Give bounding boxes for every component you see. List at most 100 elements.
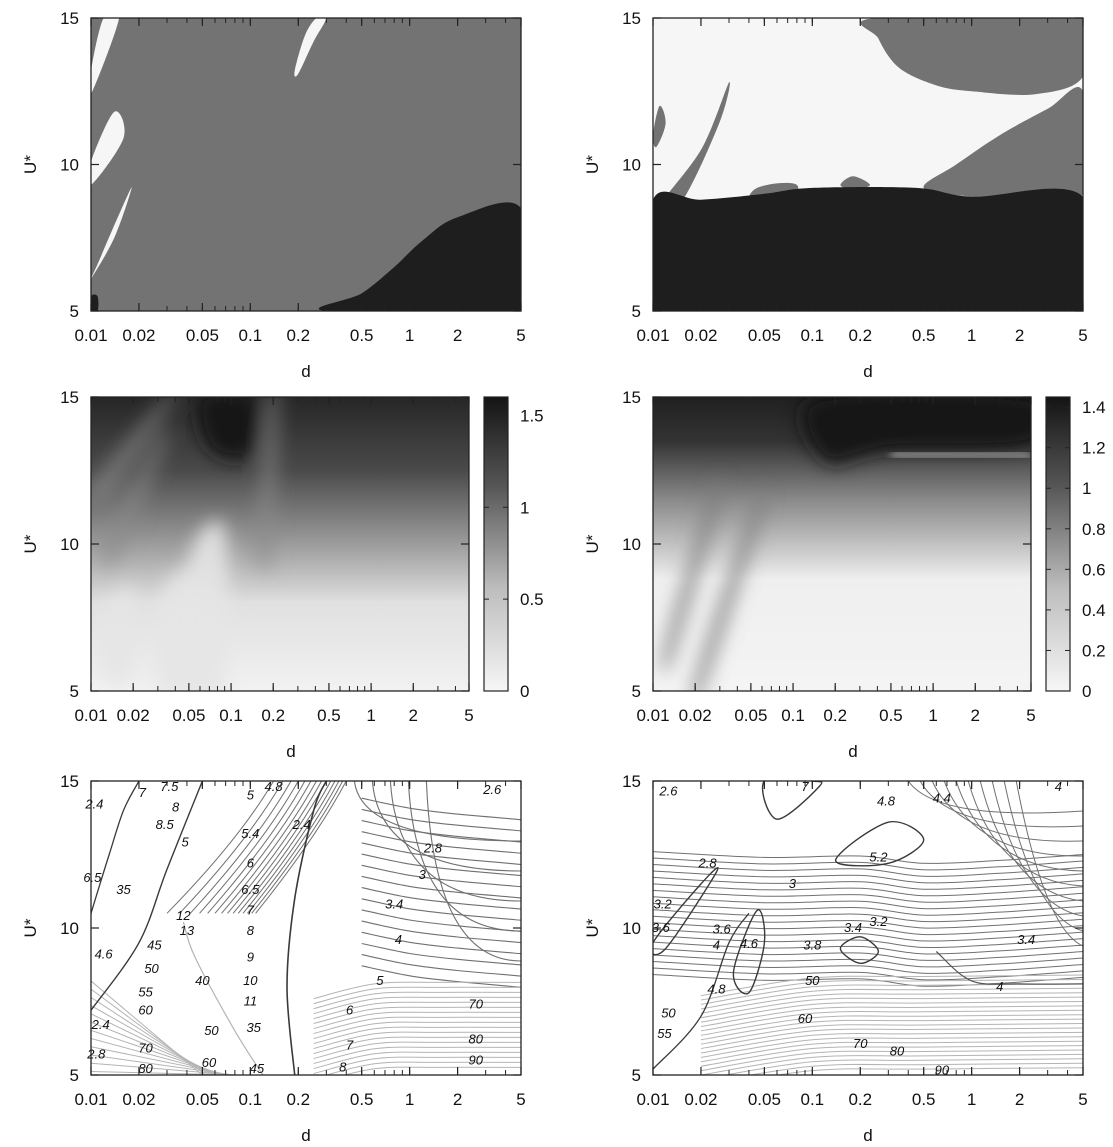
contour-line xyxy=(700,1045,1083,1067)
contour-line xyxy=(943,781,1083,857)
y-axis-title: U* xyxy=(21,155,40,174)
contour-value-label: 7 xyxy=(139,785,147,800)
contour-line xyxy=(361,875,521,899)
x-tick-label: 2 xyxy=(1015,326,1024,345)
x-tick-label: 0.5 xyxy=(350,1090,374,1109)
y-tick-label: 15 xyxy=(622,9,641,28)
contour-value-label: 12 xyxy=(176,908,191,923)
contour-value-label: 10 xyxy=(243,973,258,988)
contour-line xyxy=(361,887,521,910)
contour-line xyxy=(207,781,306,914)
contour-line xyxy=(313,996,521,1015)
field-peak xyxy=(801,397,1031,465)
separatrix xyxy=(91,781,204,1011)
panel-bottom-left: 2.4 7 7.5 8 8.5 5 4.8 5 2.6 5.4 2.4 2.8 6 3 6.5 7 3.4 6.5… xyxy=(21,772,526,1145)
contour-line xyxy=(361,909,521,932)
region-dark xyxy=(653,187,1083,311)
contour-line xyxy=(313,986,521,1005)
contour-line xyxy=(700,996,1083,1019)
separatrix xyxy=(935,951,1083,985)
contour-line xyxy=(361,797,521,821)
contour-value-label: 2.4 xyxy=(84,797,103,812)
contour-value-label: 13 xyxy=(180,923,195,938)
contour-value-label: 2.6 xyxy=(658,783,678,798)
x-tick-label: 0.01 xyxy=(636,1090,669,1109)
contour-line xyxy=(653,948,1083,961)
y-tick-label: 15 xyxy=(622,772,641,791)
x-tick-label: 0.5 xyxy=(912,1090,936,1109)
contour-line xyxy=(653,935,1083,949)
contour-value-label: 50 xyxy=(204,1023,219,1038)
y-tick-label: 5 xyxy=(70,1066,79,1085)
x-tick-label: 0.02 xyxy=(122,1090,155,1109)
contour-value-label: 4 xyxy=(395,932,402,947)
contour-line xyxy=(313,1051,521,1069)
contour-value-label: 2.4 xyxy=(292,817,311,832)
contour-background xyxy=(91,781,521,1075)
y-tick-label: 5 xyxy=(70,682,79,701)
contour-line xyxy=(247,781,340,914)
x-tick-label: 0.05 xyxy=(748,326,781,345)
colorbar xyxy=(1045,396,1071,692)
contour-line xyxy=(313,1026,521,1044)
x-tick-label: 0.2 xyxy=(286,326,310,345)
contour-value-label: 2.8 xyxy=(86,1046,106,1061)
contour-line xyxy=(653,967,1083,981)
contour-line xyxy=(342,1066,521,1075)
region-light xyxy=(91,111,125,185)
y-tick-label: 5 xyxy=(632,1066,641,1085)
field-light-zone xyxy=(98,585,138,686)
contour-value-label: 8 xyxy=(172,799,180,814)
y-tick-label: 10 xyxy=(622,919,641,938)
contour-line xyxy=(425,781,521,962)
contour-line xyxy=(653,883,1083,897)
y-tick-label: 5 xyxy=(70,302,79,321)
contour-line xyxy=(361,920,521,944)
colorbar-tick-label: 1 xyxy=(520,498,529,517)
x-tick-label: 1 xyxy=(366,706,375,725)
field-band xyxy=(691,488,767,691)
x-tick-label: 0.2 xyxy=(286,1090,310,1109)
contour-line xyxy=(722,1058,1083,1075)
contour-line xyxy=(361,853,521,877)
region-mid xyxy=(923,87,1083,204)
contour-line xyxy=(700,987,1083,1010)
contour-line xyxy=(700,1040,1083,1063)
x-tick-label: 0.2 xyxy=(848,326,872,345)
contour-line xyxy=(313,1011,521,1029)
field-peak xyxy=(197,397,261,461)
y-tick-label: 10 xyxy=(60,535,79,554)
contour-line xyxy=(700,1014,1083,1036)
contour-line xyxy=(653,928,1083,942)
colorbar-tick-label: 0.8 xyxy=(1082,520,1106,539)
x-tick-label: 0.5 xyxy=(912,326,936,345)
contour-line xyxy=(361,808,521,832)
contour-value-label: 5 xyxy=(182,835,190,850)
x-tick-label: 0.1 xyxy=(800,326,824,345)
x-tick-label: 0.05 xyxy=(734,706,767,725)
contour-line xyxy=(361,898,521,921)
contour-value-label: 45 xyxy=(147,938,162,953)
region-light xyxy=(91,18,120,95)
x-tick-label: 0.02 xyxy=(679,706,712,725)
y-tick-label: 10 xyxy=(60,919,79,938)
x-tick-label: 5 xyxy=(516,326,525,345)
contour-value-label: 70 xyxy=(138,1041,153,1056)
contour-line xyxy=(361,842,521,865)
contour-value-label: 50 xyxy=(805,973,820,988)
contour-value-label: 80 xyxy=(138,1061,153,1076)
contour-line xyxy=(361,820,521,843)
x-tick-label: 5 xyxy=(1026,706,1035,725)
contour-value-label: 50 xyxy=(661,1005,676,1020)
panel-middle-right: 0.01 0.02 0.05 0.1 0.2 0.5 1 2 5 5 10 15 d U* 0 0.2 0.4 0… xyxy=(583,388,1106,761)
contour-value-label: 7 xyxy=(247,902,255,917)
contour-line xyxy=(700,1027,1083,1049)
y-axis-title: U* xyxy=(21,534,40,553)
contour-value-label: 4.8 xyxy=(877,794,896,809)
x-tick-label: 0.1 xyxy=(800,1090,824,1109)
contour-value-label: 7.5 xyxy=(160,779,179,794)
contour-line xyxy=(407,781,521,932)
contour-line xyxy=(313,1006,521,1024)
x-tick-label: 2 xyxy=(1015,1090,1024,1109)
